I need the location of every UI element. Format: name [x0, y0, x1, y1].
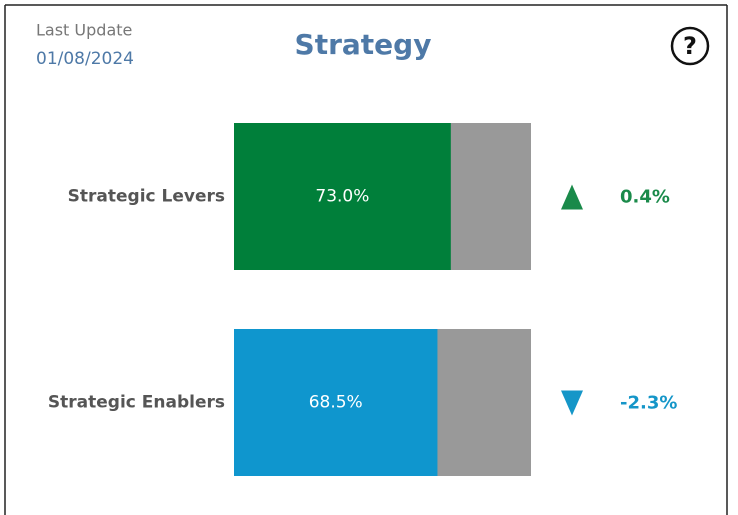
bar — [234, 329, 438, 476]
change-arrow — [561, 390, 583, 416]
category-label: Strategic Levers — [68, 187, 225, 207]
bar-value-label: 73.0% — [315, 187, 369, 207]
help-icon[interactable] — [670, 26, 710, 66]
bar-value-label: 68.5% — [309, 393, 363, 413]
last-update-label: Last Update — [36, 21, 132, 40]
change-label: -2.3% — [620, 393, 677, 414]
help-icon-glyph[interactable]: ? — [683, 32, 697, 60]
change-arrow — [561, 184, 583, 210]
chart-title: Strategy — [295, 28, 432, 61]
last-update-date: 01/08/2024 — [36, 49, 134, 69]
category-label: Strategic Enablers — [48, 393, 225, 413]
change-label: 0.4% — [620, 187, 670, 208]
bar — [234, 123, 451, 270]
